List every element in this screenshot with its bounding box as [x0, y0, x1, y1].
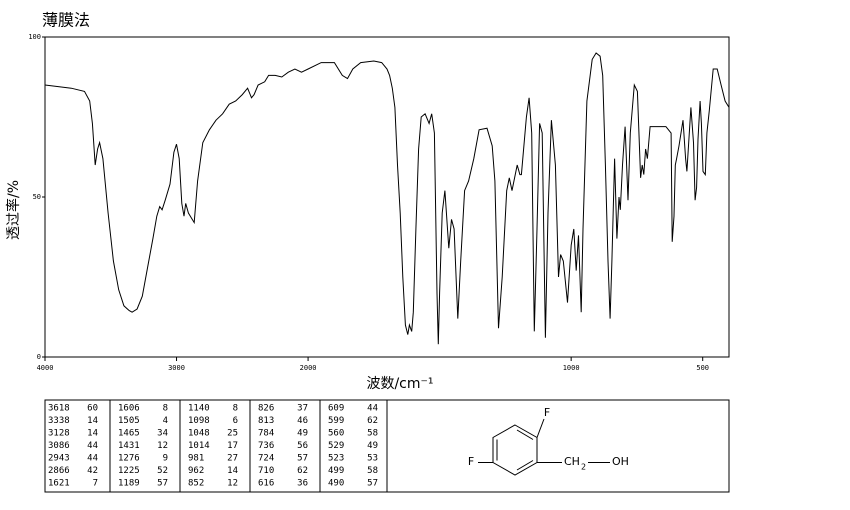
peak-transmittance: 4 — [163, 416, 168, 426]
peak-wavenumber: 724 — [258, 454, 274, 464]
peak-wavenumber: 490 — [328, 479, 344, 489]
x-tick-label: 500 — [696, 364, 709, 372]
peak-wavenumber: 3618 — [48, 404, 70, 414]
peak-wavenumber: 1431 — [118, 441, 140, 451]
peak-transmittance: 57 — [297, 454, 308, 464]
peak-transmittance: 37 — [297, 404, 308, 414]
peak-transmittance: 44 — [367, 404, 378, 414]
peak-wavenumber: 616 — [258, 479, 274, 489]
peak-transmittance: 12 — [227, 479, 238, 489]
atom-label: CH — [564, 455, 580, 468]
peak-transmittance: 27 — [227, 454, 238, 464]
y-tick-label: 50 — [33, 193, 41, 201]
double-bond — [516, 429, 534, 440]
peak-wavenumber: 981 — [188, 454, 204, 464]
peak-transmittance: 49 — [297, 429, 308, 439]
peak-transmittance: 36 — [297, 479, 308, 489]
peak-transmittance: 60 — [87, 404, 98, 414]
peak-wavenumber: 1465 — [118, 429, 140, 439]
peak-wavenumber: 609 — [328, 404, 344, 414]
peak-transmittance: 14 — [87, 429, 98, 439]
peak-wavenumber: 2866 — [48, 466, 70, 476]
peak-transmittance: 46 — [297, 416, 308, 426]
peak-wavenumber: 1014 — [188, 441, 210, 451]
peak-transmittance: 44 — [87, 454, 98, 464]
peak-transmittance: 62 — [367, 416, 378, 426]
peak-transmittance: 17 — [227, 441, 238, 451]
peak-transmittance: 49 — [367, 441, 378, 451]
peak-wavenumber: 1098 — [188, 416, 210, 426]
atom-label: F — [468, 455, 474, 468]
plot-frame — [44, 36, 730, 358]
peak-transmittance: 6 — [233, 416, 238, 426]
x-tick-label: 4000 — [37, 364, 54, 372]
peak-wavenumber: 1048 — [188, 429, 210, 439]
peak-transmittance: 53 — [367, 454, 378, 464]
peak-wavenumber: 599 — [328, 416, 344, 426]
peak-transmittance: 8 — [233, 404, 238, 414]
peak-transmittance: 34 — [157, 429, 168, 439]
peak-wavenumber: 1189 — [118, 479, 140, 489]
peak-wavenumber: 784 — [258, 429, 274, 439]
peak-wavenumber: 2943 — [48, 454, 70, 464]
peak-wavenumber: 813 — [258, 416, 274, 426]
peak-transmittance: 44 — [87, 441, 98, 451]
peak-transmittance: 14 — [227, 466, 238, 476]
peak-wavenumber: 560 — [328, 429, 344, 439]
peak-transmittance: 7 — [93, 479, 98, 489]
peak-wavenumber: 523 — [328, 454, 344, 464]
peak-wavenumber: 736 — [258, 441, 274, 451]
peak-wavenumber: 962 — [188, 466, 204, 476]
peak-wavenumber: 1505 — [118, 416, 140, 426]
x-tick-label: 1000 — [563, 364, 580, 372]
peak-wavenumber: 499 — [328, 466, 344, 476]
peak-wavenumber: 826 — [258, 404, 274, 414]
peak-wavenumber: 1621 — [48, 479, 70, 489]
peak-transmittance: 12 — [157, 441, 168, 451]
peak-transmittance: 25 — [227, 429, 238, 439]
peak-transmittance: 42 — [87, 466, 98, 476]
peak-transmittance: 57 — [367, 479, 378, 489]
peak-wavenumber: 710 — [258, 466, 274, 476]
atom-subscript: 2 — [581, 463, 586, 472]
peak-wavenumber: 3128 — [48, 429, 70, 439]
peak-transmittance: 14 — [87, 416, 98, 426]
peak-wavenumber: 1140 — [188, 404, 210, 414]
spectrum-line — [44, 52, 730, 345]
molecule: F F CH 2 OH — [468, 406, 629, 476]
peak-wavenumber: 1276 — [118, 454, 140, 464]
peak-transmittance: 58 — [367, 466, 378, 476]
peak-wavenumber: 852 — [188, 479, 204, 489]
peak-transmittance: 8 — [163, 404, 168, 414]
peak-wavenumber: 1606 — [118, 404, 140, 414]
peak-wavenumber: 529 — [328, 441, 344, 451]
y-tick-label: 0 — [37, 353, 41, 361]
peak-wavenumber: 3086 — [48, 441, 70, 451]
peak-transmittance: 9 — [163, 454, 168, 464]
peak-transmittance: 58 — [367, 429, 378, 439]
bond — [536, 418, 545, 438]
atom-label: OH — [612, 455, 629, 468]
peak-transmittance: 56 — [297, 441, 308, 451]
double-bond — [516, 460, 534, 471]
chart-title: 薄膜法 — [42, 11, 90, 30]
peak-transmittance: 52 — [157, 466, 168, 476]
benzene-ring — [492, 424, 538, 476]
atom-label: F — [544, 406, 550, 419]
x-tick-label: 2000 — [300, 364, 317, 372]
peak-wavenumber: 1225 — [118, 466, 140, 476]
y-axis-label: 透过率/% — [5, 180, 22, 240]
peak-transmittance: 57 — [157, 479, 168, 489]
peak-wavenumber: 3338 — [48, 416, 70, 426]
y-tick-label: 100 — [28, 33, 41, 41]
x-tick-label: 3000 — [168, 364, 185, 372]
peak-transmittance: 62 — [297, 466, 308, 476]
x-axis-label: 波数/cm⁻¹ — [366, 376, 433, 392]
